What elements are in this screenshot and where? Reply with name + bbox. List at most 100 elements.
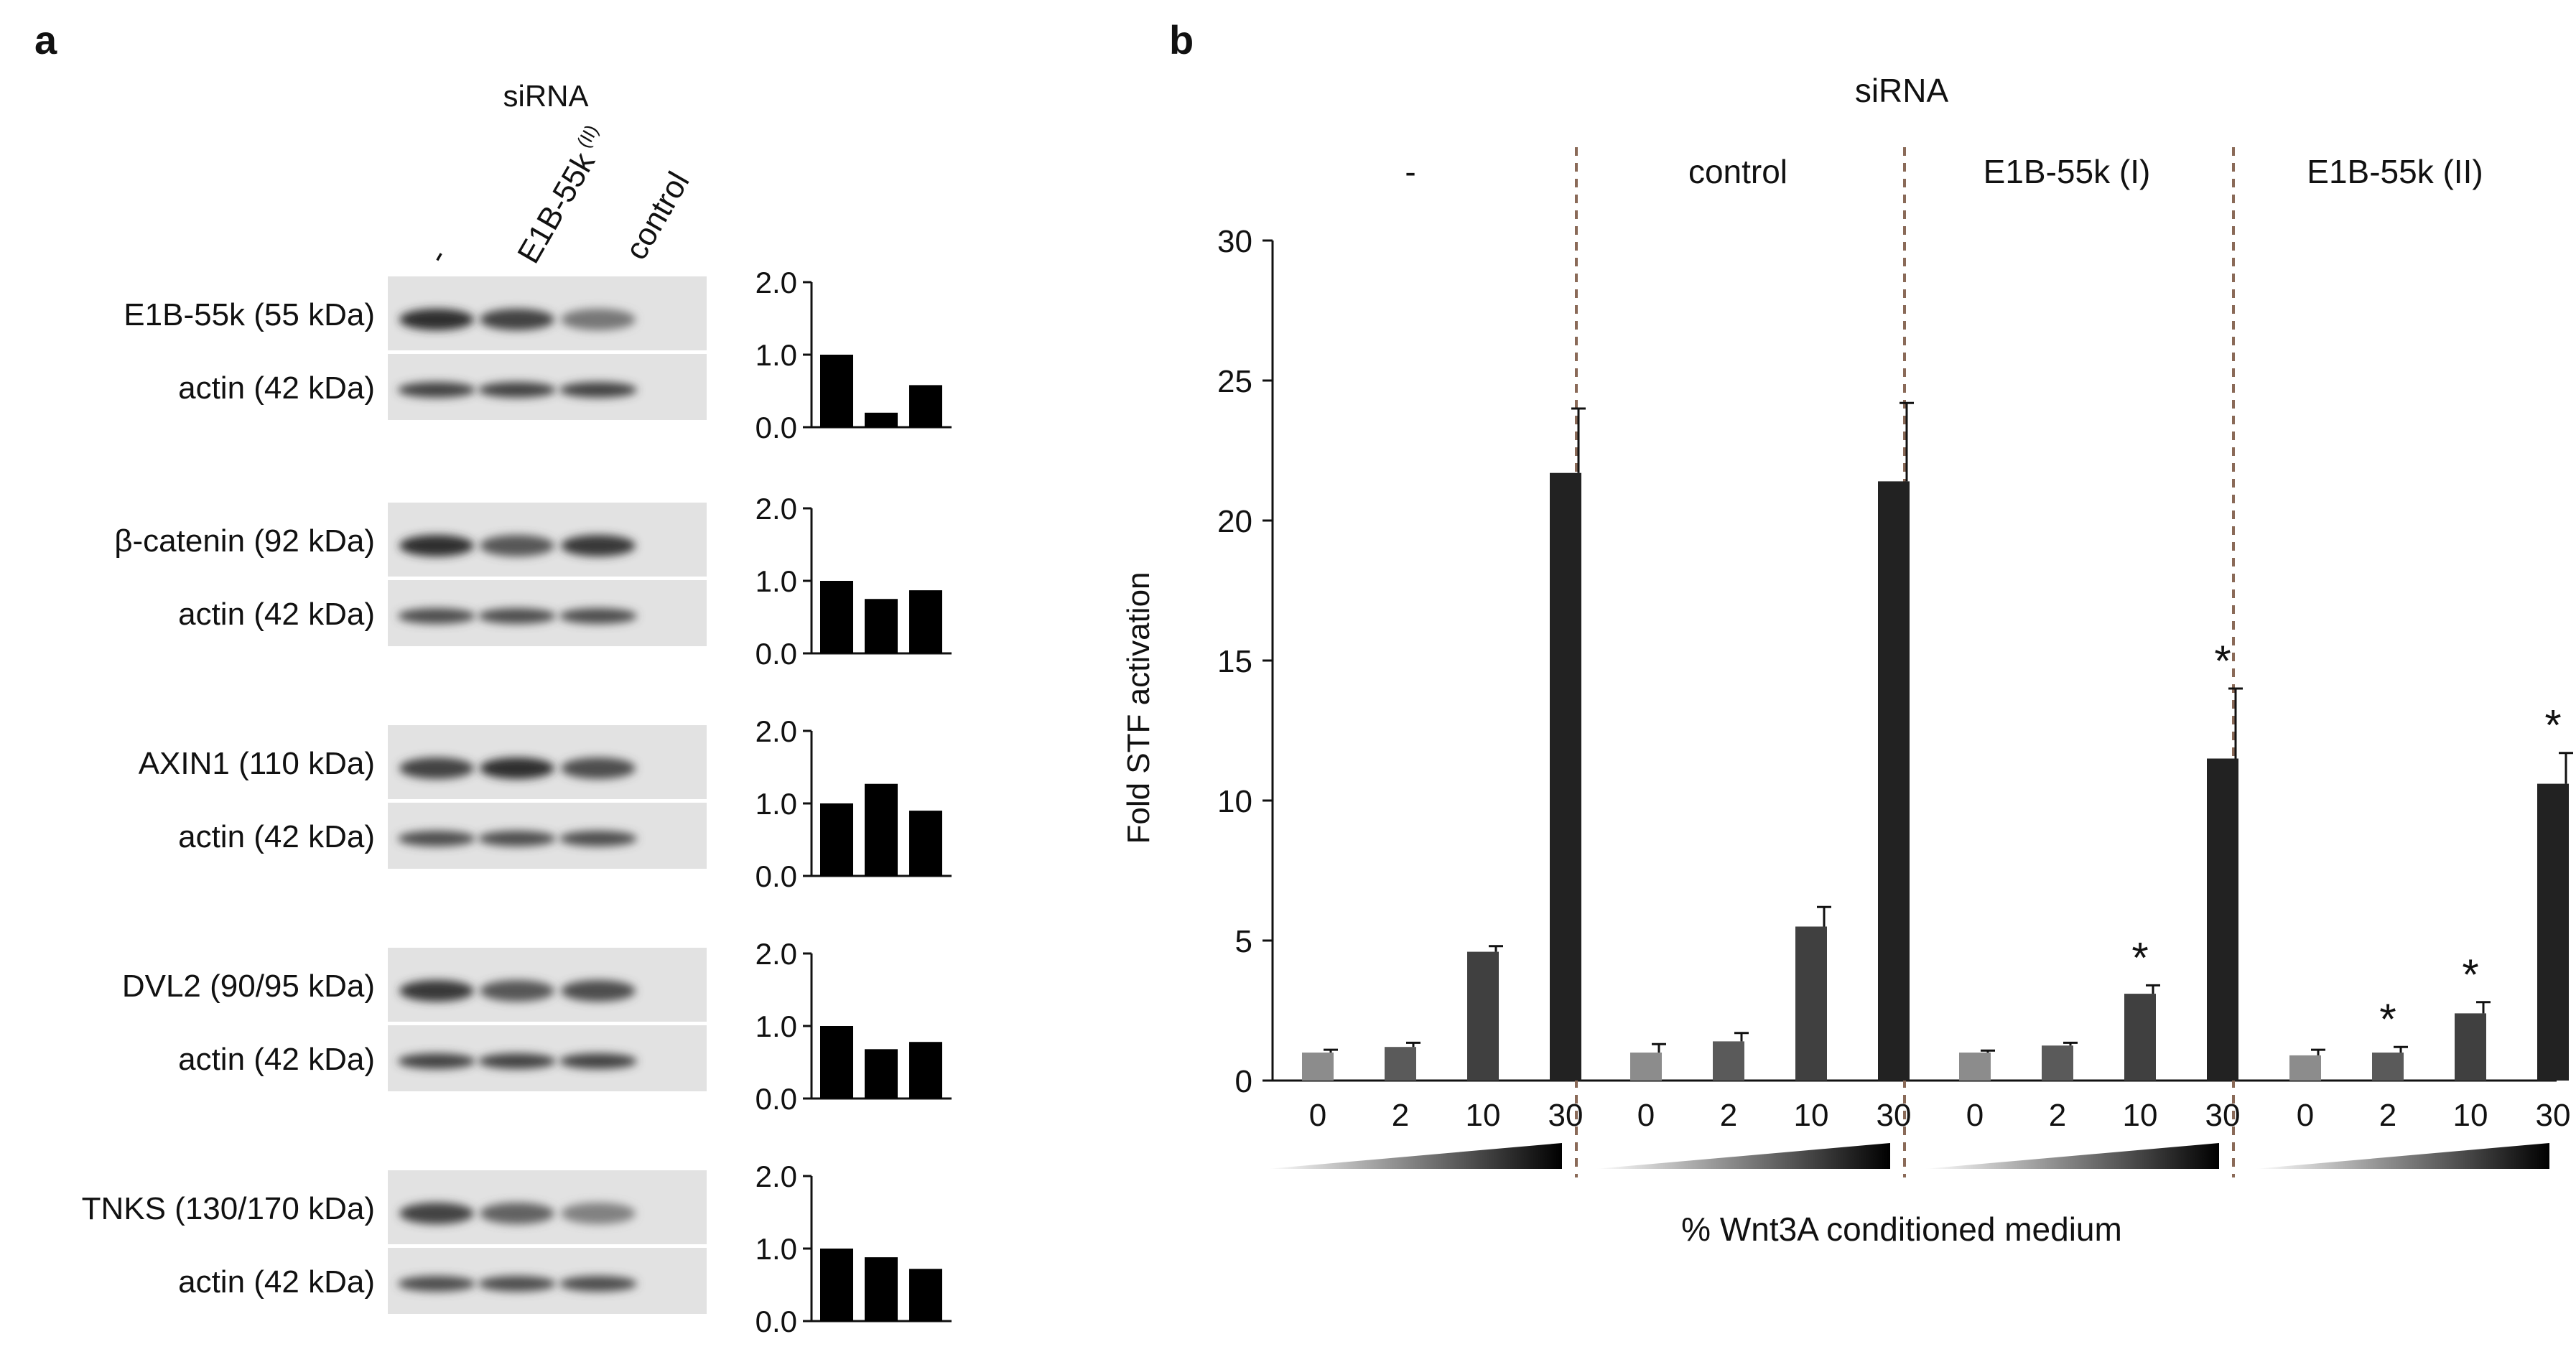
bar [2372, 1053, 2404, 1081]
mini-y-tick-label: 2.0 [755, 937, 797, 971]
blot-band [398, 1053, 475, 1069]
blot-band [480, 1203, 554, 1224]
mini-bar [909, 1042, 942, 1099]
mini-y-tick-label: 2.0 [755, 1160, 797, 1193]
x-tick-label: 2 [1720, 1098, 1737, 1133]
blot-band [398, 382, 475, 398]
blot-actin-label: actin (42 kDa) [178, 1042, 375, 1077]
bar [1713, 1041, 1744, 1081]
mini-y-tick-label: 0.0 [755, 1082, 797, 1116]
blot-band [480, 309, 554, 330]
panel-b-header: siRNA [1855, 72, 1949, 109]
mini-y-tick-label: 1.0 [755, 564, 797, 598]
panel-a-header: siRNA [503, 79, 588, 113]
panel-a-letter: a [34, 17, 57, 62]
blot-band [480, 535, 554, 556]
mini-y-tick-label: 1.0 [755, 1009, 797, 1043]
x-tick-label: 2 [2049, 1098, 2066, 1133]
panel-b-letter: b [1169, 17, 1194, 62]
lane-label-2: E1B-55k(II) [509, 121, 616, 269]
group-label: E1B-55k (I) [1984, 153, 2151, 190]
y-tick-label: 25 [1217, 364, 1252, 399]
blot-target-label: E1B-55k (55 kDa) [124, 297, 375, 332]
blot-band [399, 535, 474, 556]
bar [2207, 758, 2238, 1081]
mini-y-tick-label: 0.0 [755, 1305, 797, 1338]
y-tick-label: 15 [1217, 644, 1252, 679]
blot-band [398, 1276, 475, 1292]
y-tick-label: 5 [1235, 924, 1252, 959]
blot-actin-label: actin (42 kDa) [178, 597, 375, 632]
bar [1467, 951, 1499, 1081]
bar [2042, 1045, 2073, 1081]
mini-y-tick-label: 0.0 [755, 411, 797, 444]
blot-band [561, 757, 636, 779]
blot-band [559, 1276, 637, 1292]
mini-bar [865, 599, 898, 653]
blot-band [478, 831, 556, 846]
y-tick-label: 10 [1217, 784, 1252, 819]
x-axis-title: % Wnt3A conditioned medium [1681, 1211, 2122, 1248]
group-label: - [1405, 153, 1415, 190]
blot-band [398, 831, 475, 846]
x-tick-label: 10 [2453, 1098, 2488, 1133]
blot-band [478, 1276, 556, 1292]
gradient-wedge [1925, 1143, 2219, 1169]
bar [1385, 1047, 1416, 1081]
blot-band [561, 980, 636, 1002]
blot-band [559, 382, 637, 398]
mini-bar [865, 412, 898, 427]
blot-band [478, 1053, 556, 1069]
x-tick-label: 2 [1392, 1098, 1409, 1133]
y-tick-label: 0 [1235, 1064, 1252, 1099]
mini-y-tick-label: 2.0 [755, 266, 797, 299]
bar [1795, 926, 1827, 1081]
blot-band [480, 980, 554, 1002]
mini-bar [820, 1026, 853, 1099]
blot-band [559, 608, 637, 624]
lane-label-2-superscript: (II) [572, 121, 603, 151]
blot-band [399, 980, 474, 1002]
mini-bar [820, 803, 853, 876]
blot-band [559, 1053, 637, 1069]
x-tick-label: 30 [1877, 1098, 1912, 1133]
mini-bar [909, 590, 942, 653]
blot-band [480, 757, 554, 779]
blot-band [561, 1203, 636, 1224]
blot-band [561, 535, 636, 556]
mini-bar [820, 355, 853, 427]
bar [1878, 481, 1910, 1081]
group-label: E1B-55k (II) [2307, 153, 2483, 190]
blot-band [559, 831, 637, 846]
x-tick-label: 2 [2379, 1098, 2396, 1133]
blot-target-label: DVL2 (90/95 kDa) [122, 969, 375, 1004]
x-tick-label: 0 [1966, 1098, 1984, 1133]
mini-y-tick-label: 1.0 [755, 338, 797, 372]
mini-bar [820, 581, 853, 653]
y-tick-label: 30 [1217, 224, 1252, 259]
significance-marker: * [2131, 933, 2148, 981]
y-tick-label: 20 [1217, 504, 1252, 539]
x-tick-label: 0 [1309, 1098, 1326, 1133]
blot-band [398, 608, 475, 624]
mini-bar [865, 1257, 898, 1321]
x-tick-label: 30 [2205, 1098, 2241, 1133]
bar [1302, 1053, 1334, 1081]
mini-y-tick-label: 2.0 [755, 714, 797, 748]
bar [1550, 472, 1581, 1081]
blot-target-label: AXIN1 (110 kDa) [139, 746, 375, 781]
mini-y-tick-label: 2.0 [755, 492, 797, 526]
significance-marker: * [2214, 637, 2231, 685]
x-tick-label: 0 [2297, 1098, 2314, 1133]
blot-band [399, 309, 474, 330]
mini-bar [865, 783, 898, 876]
mini-bar [909, 385, 942, 427]
gradient-wedge [1268, 1143, 1562, 1169]
mini-bar [909, 1269, 942, 1321]
blot-actin-label: actin (42 kDa) [178, 819, 375, 854]
mini-y-tick-label: 1.0 [755, 1232, 797, 1266]
mini-y-tick-label: 1.0 [755, 787, 797, 821]
bar [2289, 1055, 2321, 1081]
blot-band [399, 1203, 474, 1224]
